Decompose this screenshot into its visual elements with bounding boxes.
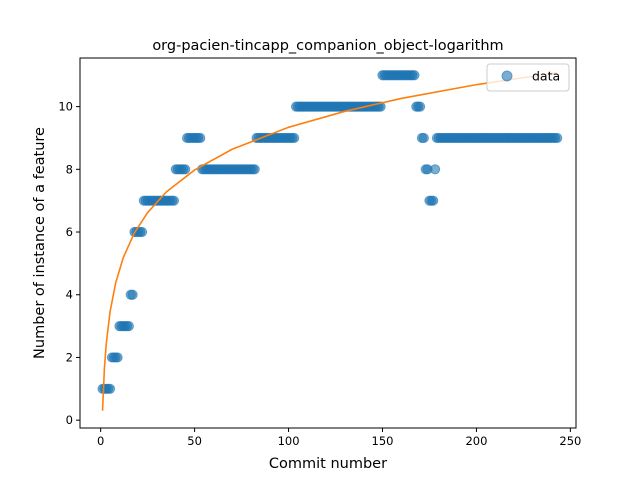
data-point [168, 195, 180, 206]
chart-title: org-pacien-tincapp_companion_object-loga… [152, 38, 503, 54]
data-point [414, 101, 426, 112]
data-point [429, 164, 441, 175]
data-point [249, 164, 260, 175]
data-point [136, 226, 148, 238]
legend-marker [501, 70, 513, 82]
y-tick-label: 4 [66, 288, 73, 302]
data-point [409, 70, 420, 81]
data-point [195, 132, 206, 144]
data-point [123, 320, 134, 332]
data-point [104, 383, 116, 394]
data-point [180, 164, 191, 175]
x-tick-label: 250 [559, 434, 581, 448]
fit-curve [101, 71, 558, 411]
y-tick-label: 2 [66, 350, 73, 364]
legend-label: data [532, 69, 560, 84]
y-tick-label: 8 [66, 162, 73, 176]
x-tick-label: 100 [278, 434, 300, 448]
x-tick-label: 0 [97, 434, 104, 448]
data-point [112, 352, 123, 363]
x-axis: 0 50 100 150 200 250 [97, 428, 581, 448]
data-point [127, 289, 138, 300]
y-tick-label: 10 [58, 100, 73, 114]
plot-area [97, 70, 563, 411]
plot-frame [79, 57, 577, 429]
x-tick-label: 50 [187, 434, 202, 448]
x-axis-label: Commit number [269, 456, 387, 472]
y-axis-label: Number of instance of a feature [32, 127, 48, 359]
data-point [418, 132, 429, 144]
x-tick-label: 200 [465, 434, 487, 448]
x-tick-label: 150 [372, 434, 394, 448]
data-point [552, 132, 563, 144]
y-axis: 0 2 4 6 8 10 [58, 100, 80, 427]
data-point [289, 132, 300, 144]
legend: data [486, 63, 570, 92]
data-point [428, 195, 439, 206]
y-tick-label: 6 [66, 225, 73, 239]
y-tick-label: 0 [66, 413, 73, 427]
